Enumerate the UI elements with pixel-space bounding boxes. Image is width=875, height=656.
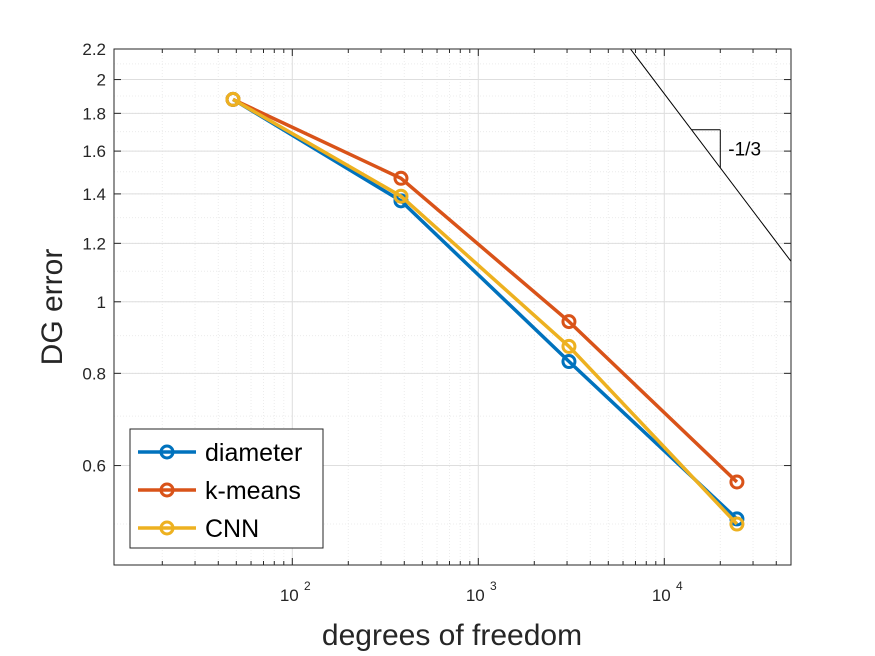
x-tick-label-exponent: 2 (304, 579, 311, 593)
y-tick-label: 2.2 (82, 40, 106, 59)
legend-label: k-means (205, 477, 301, 505)
data-point-CNN (225, 91, 241, 107)
data-point-k-means (729, 474, 745, 490)
y-tick-label: 1.8 (82, 104, 106, 123)
data-point-CNN (729, 516, 745, 532)
axis-ticks (114, 48, 791, 565)
legend-items: diameter k-means CNN (138, 439, 302, 543)
legend-swatch-marker (159, 520, 175, 536)
y-tick-label: 2 (97, 71, 106, 90)
slope-label: -1/3 (728, 140, 761, 161)
y-tick-label: 1.2 (82, 234, 106, 253)
axes-box (113, 48, 792, 566)
legend-swatch-marker (159, 482, 175, 498)
legend-label: diameter (205, 439, 302, 467)
x-tick-labels: 10 2 10 3 10 4 (280, 579, 683, 605)
legend-item-diameter: diameter (138, 439, 302, 467)
x-tick-label-exponent: 3 (490, 579, 497, 593)
x-tick-label-exponent: 4 (676, 579, 683, 593)
x-tick-label: 10 (652, 586, 671, 605)
y-tick-label: 1.6 (82, 142, 106, 161)
y-tick-label: 0.8 (82, 364, 106, 383)
y-tick-label: 1 (97, 293, 106, 312)
slope-reference-line (629, 49, 791, 262)
slope-annotation (629, 49, 791, 262)
x-tick-label: 10 (466, 586, 485, 605)
legend: diameter k-means CNN (129, 428, 324, 549)
series-line-CNN (232, 97, 739, 526)
y-tick-labels: 0.6 0.8 1 1.2 1.4 1.6 1.8 2 2.2 (82, 40, 106, 476)
y-axis-label: DG error (36, 249, 69, 366)
legend-swatch-marker (159, 444, 175, 460)
legend-item-k-means: k-means (138, 477, 301, 505)
data-point-k-means (561, 314, 577, 330)
data-point-CNN (393, 188, 409, 204)
y-tick-label: 1.4 (82, 185, 106, 204)
series-CNN (225, 91, 745, 532)
legend-label: CNN (205, 515, 259, 543)
series-line-diameter (232, 97, 739, 521)
y-tick-label: 0.6 (82, 457, 106, 476)
data-point-diameter (561, 354, 577, 370)
series-group (225, 91, 745, 532)
legend-item-CNN: CNN (138, 515, 259, 543)
data-point-CNN (561, 338, 577, 354)
x-axis-label: degrees of freedom (322, 619, 582, 652)
series-line-k-means (232, 97, 739, 484)
data-point-k-means (393, 170, 409, 186)
x-tick-label: 10 (280, 586, 299, 605)
